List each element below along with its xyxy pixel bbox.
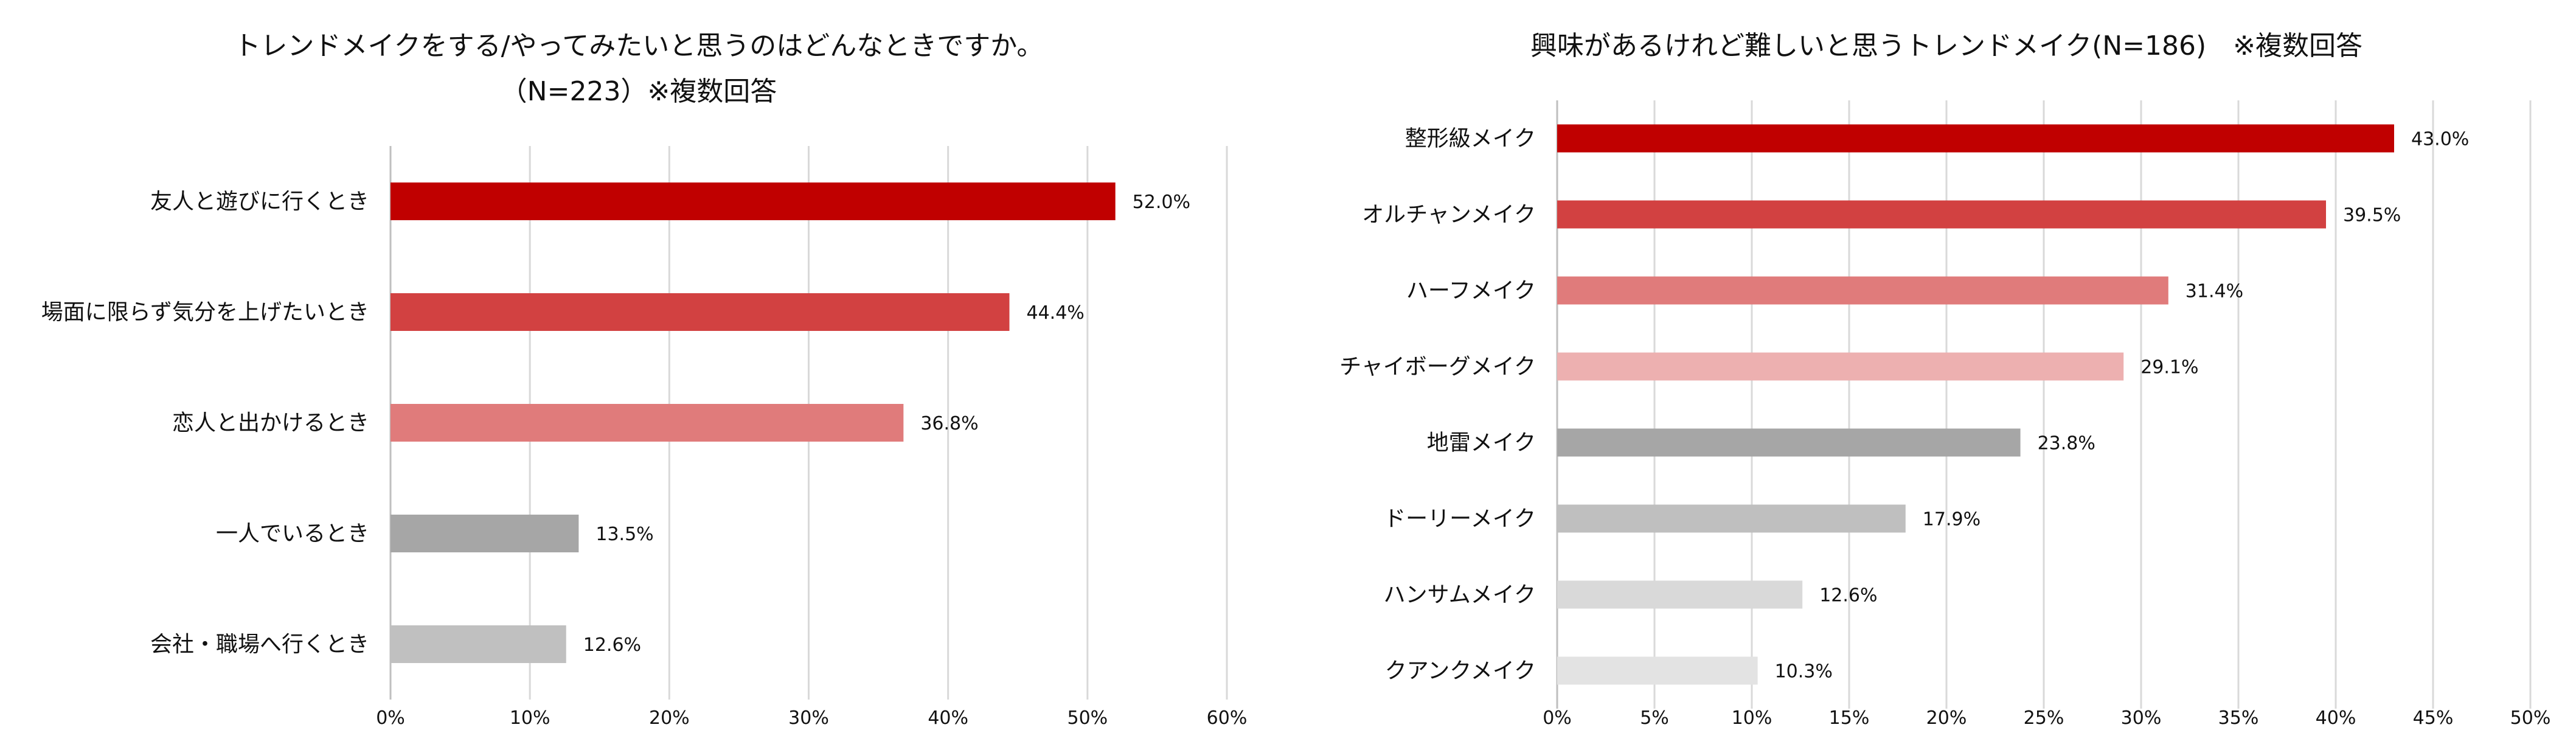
- c2-category-label: ドーリーメイク: [1384, 507, 1536, 532]
- chart2-data-labels: 43.0% 39.5% 31.4% 29.1% 23.8% 17.9% 12.6% 10.3%: [1775, 129, 2470, 683]
- c1-data-label: 44.4%: [1027, 302, 1085, 324]
- c2-data-label: 39.5%: [2343, 205, 2401, 226]
- c1-tick-label: 30%: [788, 707, 829, 729]
- c2-category-label: オルチャンメイク: [1362, 203, 1536, 228]
- chart2-gridlines: [1556, 100, 2532, 709]
- c2-tick-label: 15%: [1829, 707, 1870, 729]
- c1-data-label: 36.8%: [920, 413, 978, 434]
- c1-data-label: 12.6%: [583, 634, 641, 656]
- c2-bar: [1557, 428, 2021, 457]
- c1-category-label: 一人でいるとき: [216, 521, 369, 546]
- c1-tick-label: 20%: [649, 707, 690, 729]
- chart-situations: トレンドメイクをする/やってみたいと思うのはどんなときですか。 （N=223）※…: [41, 30, 1248, 729]
- chart-difficult-makeup: 興味があるけれど難しいと思うトレンドメイク(N=186) ※複数回答 整形級メイ…: [1339, 30, 2550, 729]
- c1-category-label: 友人と遊びに行くとき: [150, 189, 369, 214]
- c1-tick-label: 10%: [510, 707, 550, 729]
- c2-tick-label: 50%: [2510, 707, 2551, 729]
- c2-category-label: 整形級メイク: [1405, 127, 1536, 151]
- c2-data-label: 23.8%: [2038, 433, 2095, 454]
- c2-bar: [1557, 352, 2124, 381]
- c2-data-label: 31.4%: [2185, 281, 2243, 302]
- c2-bar: [1557, 200, 2326, 229]
- chart2-x-tick-labels: 0% 5% 10% 15% 20% 25% 30% 35% 40% 45% 50%: [1543, 707, 2550, 729]
- chart2-bars: [1557, 124, 2394, 685]
- c2-category-label: クアンクメイク: [1385, 659, 1536, 684]
- c2-data-label: 17.9%: [1923, 509, 1981, 530]
- c2-tick-label: 30%: [2121, 707, 2162, 729]
- chart2-title: 興味があるけれど難しいと思うトレンドメイク(N=186) ※複数回答: [1530, 30, 2362, 61]
- c2-data-label: 10.3%: [1775, 661, 1833, 683]
- c2-data-label: 12.6%: [1819, 585, 1877, 606]
- c1-tick-label: 50%: [1067, 707, 1108, 729]
- c2-data-label: 29.1%: [2140, 357, 2198, 378]
- chart1-bars: [391, 182, 1116, 663]
- c1-bar: [391, 625, 566, 663]
- chart1-subtitle: （N=223）※複数回答: [501, 76, 777, 107]
- c2-category-label: チャイボーグメイク: [1339, 355, 1536, 380]
- c1-data-label: 13.5%: [595, 524, 653, 545]
- c2-category-label: ハーフメイク: [1406, 279, 1536, 304]
- c2-bar: [1557, 504, 1906, 533]
- c2-data-label: 43.0%: [2411, 129, 2469, 150]
- c2-bar: [1557, 656, 1758, 685]
- c2-tick-label: 0%: [1543, 707, 1572, 729]
- c1-tick-label: 60%: [1207, 707, 1248, 729]
- chart1-category-labels: 友人と遊びに行くとき場面に限らず気分を上げたいとき恋人と出かけるとき一人でいると…: [41, 189, 369, 657]
- c2-tick-label: 40%: [2316, 707, 2356, 729]
- c1-tick-label: 0%: [376, 707, 405, 729]
- c2-tick-label: 25%: [2024, 707, 2064, 729]
- chart1-title: トレンドメイクをする/やってみたいと思うのはどんなときですか。: [234, 30, 1044, 61]
- chart1-x-tick-labels: 0% 10% 20% 30% 40% 50% 60%: [376, 707, 1247, 729]
- c2-bar: [1557, 124, 2394, 153]
- c2-tick-label: 45%: [2413, 707, 2454, 729]
- c1-bar: [391, 404, 904, 442]
- c2-tick-label: 10%: [1732, 707, 1772, 729]
- c2-category-label: ハンサムメイク: [1383, 583, 1536, 608]
- c2-category-label: 地雷メイク: [1427, 431, 1536, 456]
- c1-bar: [391, 182, 1116, 220]
- c1-data-label: 52.0%: [1133, 192, 1190, 213]
- c2-bar: [1557, 580, 1803, 609]
- c1-bar: [391, 293, 1010, 331]
- c1-category-label: 場面に限らず気分を上げたいとき: [41, 300, 369, 325]
- c1-tick-label: 40%: [928, 707, 968, 729]
- c2-tick-label: 5%: [1640, 707, 1669, 729]
- c1-bar: [391, 515, 579, 552]
- c1-category-label: 恋人と出かけるとき: [172, 411, 369, 436]
- c1-category-label: 会社・職場へ行くとき: [150, 632, 369, 657]
- c2-tick-label: 20%: [1926, 707, 1967, 729]
- chart2-category-labels: 整形級メイクオルチャンメイクハーフメイクチャイボーグメイク地雷メイクドーリーメイ…: [1339, 127, 1536, 684]
- c2-bar: [1557, 276, 2168, 305]
- c2-tick-label: 35%: [2218, 707, 2259, 729]
- chart1-data-labels: 52.0% 44.4% 36.8% 13.5% 12.6%: [583, 192, 1190, 656]
